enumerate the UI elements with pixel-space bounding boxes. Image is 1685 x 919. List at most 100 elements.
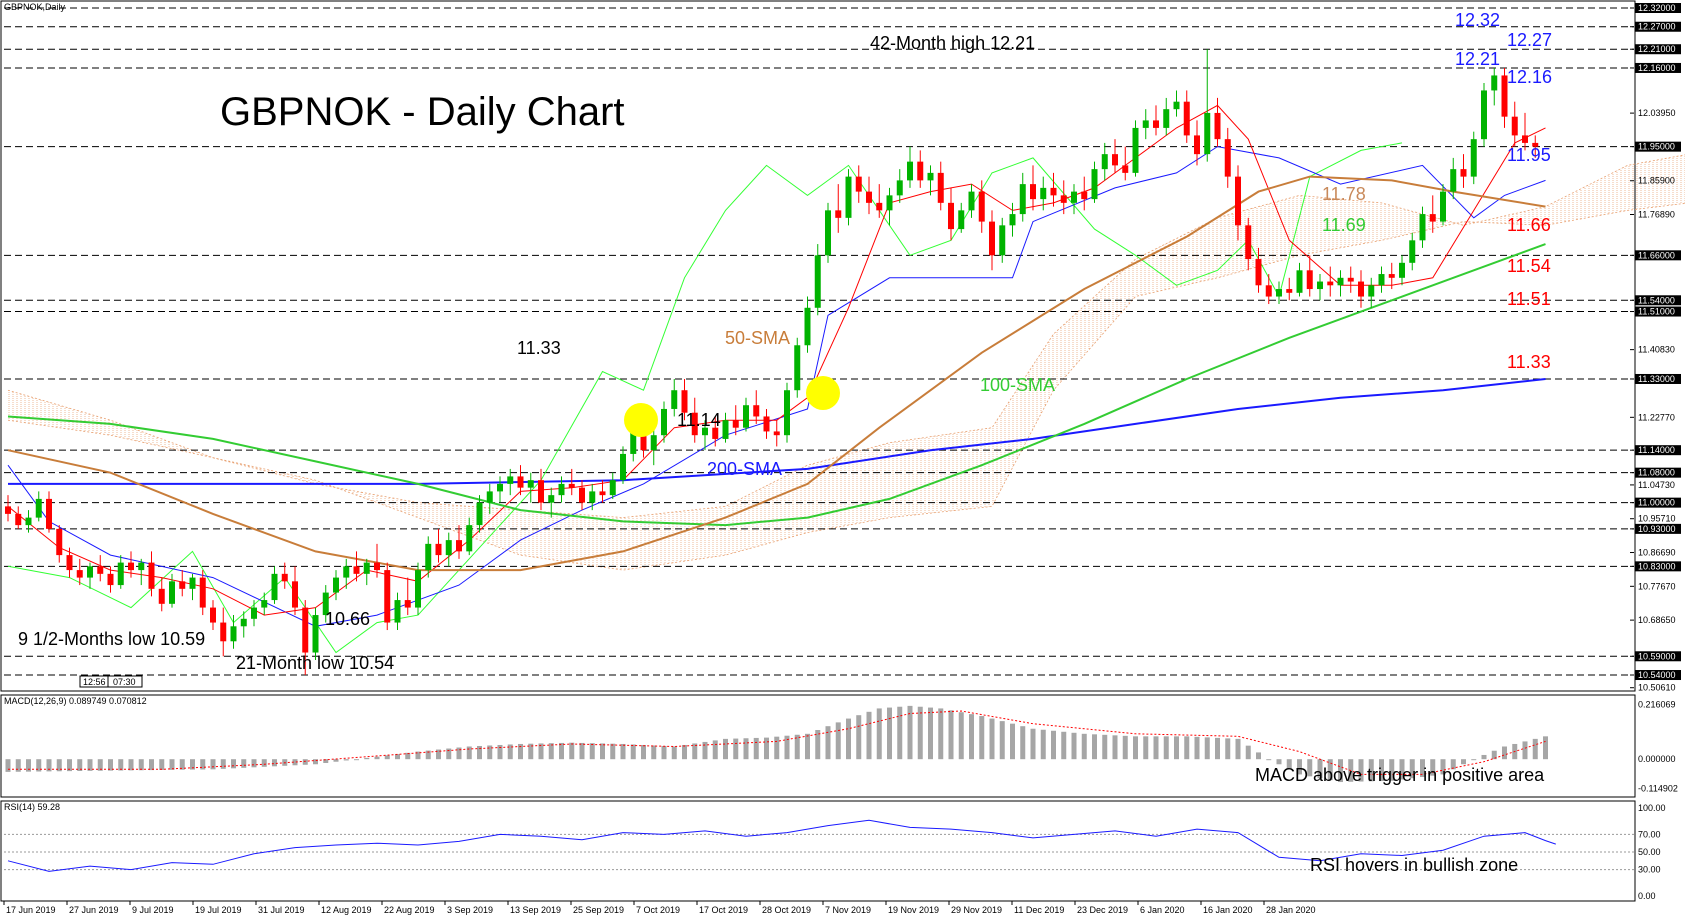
candle [15,506,22,529]
macd-histogram-bar [600,743,605,760]
macd-histogram-bar [774,736,780,760]
candle [1142,109,1149,140]
candle-body [968,191,975,211]
candle-body [609,480,616,496]
sma50-label: 50-SMA [725,328,790,348]
macd-histogram-bar [1163,736,1169,760]
macd-histogram-bar [1194,736,1200,760]
macd-histogram-bar [97,759,103,771]
annotation-11-33: 11.33 [517,338,561,358]
candle-body [497,483,503,492]
macd-histogram-bar [1174,736,1179,760]
macd-histogram-bar [712,740,718,760]
date-label: 29 Nov 2019 [951,905,1002,915]
candle-body [1255,259,1262,286]
macd-histogram-bar [190,759,195,770]
price-axis-box [1635,373,1681,384]
candle [415,562,421,616]
candle-body [128,562,134,571]
candle-body [445,540,452,556]
candle-body [76,570,83,578]
macd-histogram-bar [969,714,974,760]
candle [835,184,842,233]
candle-body [1481,90,1487,140]
candle-body [148,562,155,589]
candle-body [825,210,831,256]
macd-histogram-bar [1389,759,1395,781]
price-axis-label: 12.32000 [1638,3,1676,13]
macd-axis-label: -0.114902 [1638,783,1678,793]
candle-body [855,176,862,192]
macd-histogram-bar [333,759,339,762]
price-axis-label: 11.08000 [1638,468,1675,478]
candle-body [1224,139,1231,177]
candle [1347,266,1354,293]
date-label: 23 Dec 2019 [1077,905,1128,915]
macd-histogram-bar [866,711,872,760]
candle-body [1142,120,1149,128]
macd-histogram-bar [1440,759,1446,775]
macd-histogram-bar [1286,759,1292,770]
macd-histogram-bar [77,759,83,771]
candle-body [753,405,760,417]
candle-body [866,191,872,203]
macd-histogram-bar [979,716,985,760]
macd-histogram-bar [415,751,421,760]
price-axis-box [1635,467,1681,478]
macd-histogram-bar [999,721,1005,760]
candle [712,416,719,447]
candle [773,420,780,447]
candle-body [1511,116,1518,136]
candle [538,468,544,511]
sma100-label: 100-SMA [980,375,1055,395]
candle-body [558,483,565,496]
macd-histogram-bar [466,746,472,760]
candle-body [230,626,237,642]
macd-histogram-bar [1092,734,1097,760]
date-label: 16 Jan 2020 [1203,905,1253,915]
rsi-axis-label: 50.00 [1638,847,1661,857]
macd-histogram-bar [805,733,810,760]
candle [702,420,708,451]
macd-histogram-bar [313,759,318,765]
candle [230,615,237,649]
macd-histogram-bar [559,742,564,760]
candle-body [599,491,606,496]
candle-body [1183,101,1190,136]
macd-histogram-bar [169,759,175,770]
candle-body [1532,142,1539,147]
macd-histogram-bar [620,743,626,760]
rsi-panel [0,800,1636,902]
candle [169,573,175,608]
candle [814,244,821,316]
candle [1429,195,1436,233]
candle [1511,101,1518,147]
candle [281,562,288,589]
price-axis-box [1635,561,1681,572]
candle-body [620,453,626,481]
candle-body [1276,289,1282,297]
candle-body [25,517,32,526]
candle-body [568,483,575,488]
rsi-axis-label: 30.00 [1638,865,1661,875]
macd-histogram-bar [1368,759,1374,782]
candle-body [743,405,749,428]
candle [753,390,760,424]
macd-histogram-bar [1010,723,1015,760]
candle [271,566,278,604]
date-label: 6 Jan 2020 [1140,905,1185,915]
candle-body [189,577,196,589]
macd-histogram-bar [436,749,441,760]
candle-body [1440,191,1446,222]
candle-body [527,480,534,488]
macd-histogram-bar [641,744,646,760]
price-axis-box [1635,497,1681,508]
price-axis-label: 10.54000 [1638,670,1676,680]
macd-histogram-bar [1430,759,1436,776]
candle [76,558,83,586]
macd-histogram-bar [241,759,247,768]
candle-body [363,562,370,574]
candle-body [1491,75,1498,91]
sma100-line [7,243,1546,527]
candle-body [1071,191,1077,203]
